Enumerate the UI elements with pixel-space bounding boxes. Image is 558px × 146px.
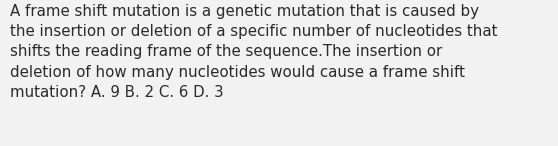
Text: A frame shift mutation is a genetic mutation that is caused by
the insertion or : A frame shift mutation is a genetic muta… [10, 4, 498, 100]
